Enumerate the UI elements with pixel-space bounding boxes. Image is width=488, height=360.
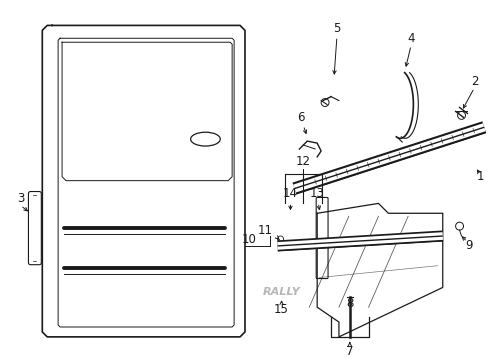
Text: 4: 4 bbox=[407, 32, 414, 45]
Text: 3: 3 bbox=[17, 192, 24, 205]
Text: 2: 2 bbox=[469, 75, 477, 88]
Text: 12: 12 bbox=[295, 156, 310, 168]
Text: RALLY: RALLY bbox=[262, 287, 300, 297]
Text: 5: 5 bbox=[333, 22, 340, 35]
Text: 7: 7 bbox=[346, 345, 353, 358]
Text: 1: 1 bbox=[476, 170, 483, 183]
Text: 8: 8 bbox=[346, 297, 353, 310]
Text: 9: 9 bbox=[465, 239, 472, 252]
Text: 14: 14 bbox=[283, 187, 297, 200]
Text: 11: 11 bbox=[257, 224, 272, 237]
Text: 13: 13 bbox=[309, 187, 324, 200]
Text: 15: 15 bbox=[274, 303, 288, 316]
Text: 10: 10 bbox=[241, 234, 256, 247]
Text: 6: 6 bbox=[297, 111, 305, 124]
